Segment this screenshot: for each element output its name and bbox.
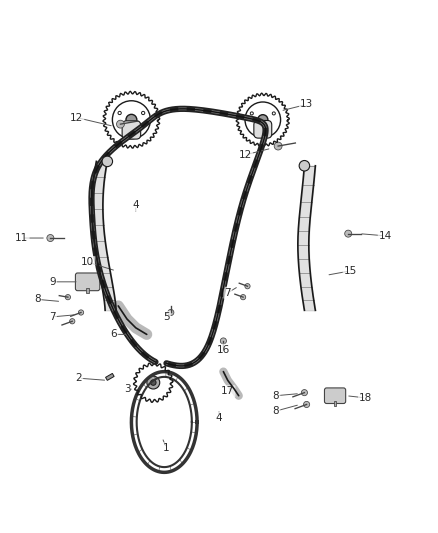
Text: 8: 8 [272,406,279,416]
Circle shape [130,132,133,135]
Text: 1: 1 [163,443,170,453]
Text: 4: 4 [132,200,139,210]
Text: 18: 18 [359,393,372,403]
Circle shape [274,142,282,150]
Text: 17: 17 [221,386,234,397]
Circle shape [250,112,253,115]
Circle shape [117,120,124,128]
Text: 2: 2 [75,373,82,383]
Circle shape [258,115,268,125]
Circle shape [345,230,352,237]
Circle shape [240,295,246,300]
Circle shape [65,295,71,300]
Circle shape [168,310,174,316]
Bar [106,374,114,381]
Text: 12: 12 [239,150,252,160]
Text: 8: 8 [34,294,41,304]
Circle shape [261,131,264,134]
Bar [86,288,89,294]
Circle shape [299,160,310,171]
FancyBboxPatch shape [75,273,100,290]
Text: 4: 4 [215,413,223,423]
Circle shape [304,401,310,408]
Circle shape [245,284,250,289]
Circle shape [102,156,113,167]
Text: 7: 7 [224,288,231,298]
Text: 5: 5 [163,312,170,322]
Circle shape [151,380,156,385]
Circle shape [78,310,84,315]
Text: 16: 16 [217,345,230,355]
Circle shape [220,338,226,344]
Circle shape [272,112,276,115]
Text: 6: 6 [110,329,117,340]
Text: 10: 10 [81,257,94,267]
Text: 8: 8 [272,391,279,401]
Circle shape [301,390,307,395]
FancyBboxPatch shape [254,120,272,138]
Text: 13: 13 [300,100,313,109]
Text: 3: 3 [124,384,131,394]
Text: 9: 9 [49,277,56,287]
Text: 11: 11 [15,233,28,243]
Text: 12: 12 [70,112,83,123]
Text: 14: 14 [379,231,392,241]
Circle shape [70,319,75,324]
Text: 7: 7 [49,312,56,322]
Circle shape [126,115,137,125]
Bar [334,401,336,406]
Circle shape [147,376,160,389]
Circle shape [47,235,54,241]
FancyBboxPatch shape [325,388,346,403]
Text: 15: 15 [344,266,357,276]
Circle shape [118,111,121,115]
Circle shape [141,111,145,115]
FancyBboxPatch shape [122,121,141,139]
